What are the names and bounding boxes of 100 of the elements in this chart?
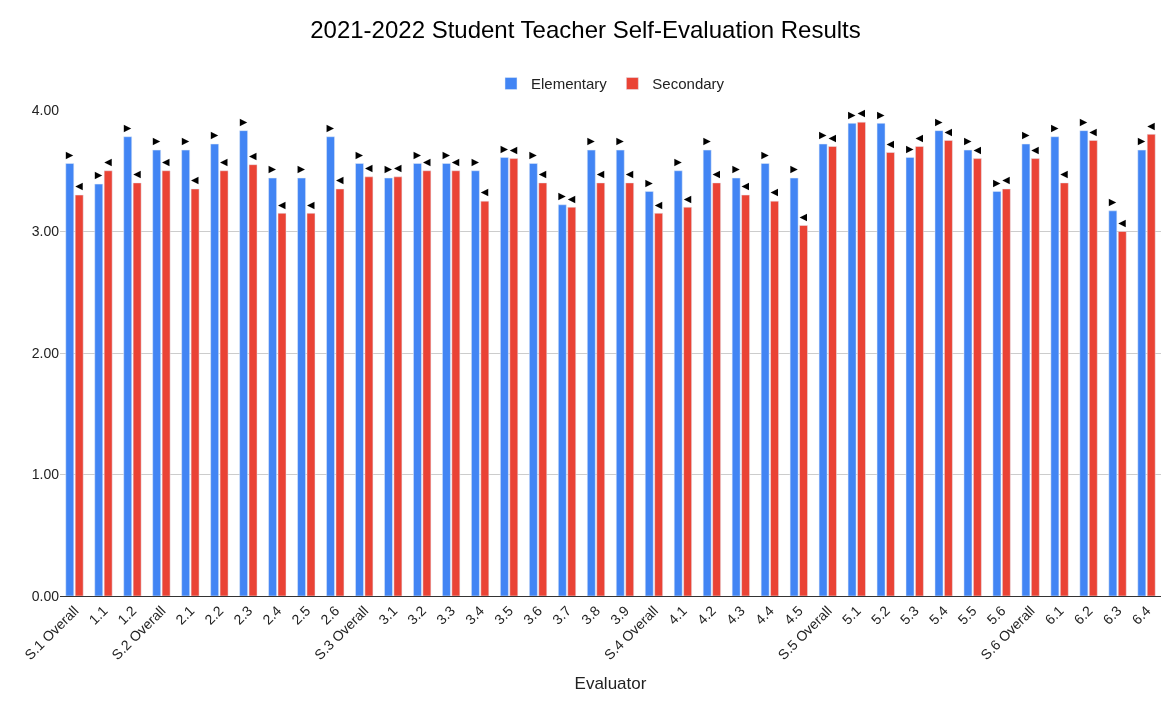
data-label: ▶ bbox=[94, 169, 103, 181]
data-label: ◀ bbox=[799, 210, 808, 222]
data-label: ▶ bbox=[152, 135, 161, 147]
data-label: ▶ bbox=[413, 148, 422, 160]
x-tick-label: 6.1 bbox=[1041, 602, 1067, 628]
data-label: ▶ bbox=[442, 148, 451, 160]
data-label: ◀ bbox=[683, 192, 692, 204]
data-label: ◀ bbox=[278, 198, 287, 210]
data-label: ◀ bbox=[162, 156, 171, 168]
x-tick-label: 5.4 bbox=[925, 602, 951, 628]
data-label: ▶ bbox=[906, 142, 915, 154]
data-label: ◀ bbox=[973, 143, 982, 155]
data-label: ◀ bbox=[451, 156, 460, 168]
data-label: ◀ bbox=[1118, 216, 1127, 228]
x-tick-label: 5.3 bbox=[896, 602, 922, 628]
data-label: ◀ bbox=[220, 156, 229, 168]
chart-title: 2021-2022 Student Teacher Self-Evaluation Results bbox=[310, 15, 861, 43]
data-label: ▶ bbox=[1050, 122, 1059, 134]
x-tick-label: 3.1 bbox=[375, 602, 401, 628]
x-tick-label: 4.3 bbox=[722, 602, 749, 628]
y-tick-label: 1.00 bbox=[31, 466, 60, 483]
data-label: ▶ bbox=[1108, 196, 1117, 208]
legend-label: Elementary bbox=[531, 75, 608, 93]
x-tick-label: 3.7 bbox=[549, 602, 575, 628]
x-tick-label: 3.8 bbox=[578, 602, 604, 628]
x-tick-label: 3.6 bbox=[520, 602, 546, 628]
x-tick-label: 4.4 bbox=[751, 602, 778, 628]
data-label: ◀ bbox=[886, 137, 895, 149]
legend-label: Secondary bbox=[652, 75, 725, 93]
data-label: ◀ bbox=[480, 186, 489, 198]
x-tick-label: 3.2 bbox=[404, 602, 430, 628]
x-tick-label: 6.4 bbox=[1128, 602, 1154, 628]
data-label: ▶ bbox=[877, 108, 886, 120]
y-tick-label: 3.00 bbox=[31, 223, 60, 240]
x-tick-label: 4.2 bbox=[693, 602, 720, 628]
y-tick-label: 0.00 bbox=[31, 587, 60, 604]
data-label: ◀ bbox=[191, 174, 200, 186]
data-label: ◀ bbox=[335, 174, 344, 186]
data-label: ◀ bbox=[75, 180, 84, 192]
data-label: ◀ bbox=[104, 156, 113, 168]
data-label: ◀ bbox=[509, 143, 518, 155]
data-label: ◀ bbox=[538, 168, 547, 180]
x-tick-label: 2.1 bbox=[172, 602, 198, 628]
data-label: ▶ bbox=[963, 135, 972, 147]
data-label: ◀ bbox=[393, 162, 402, 174]
data-label: ▶ bbox=[848, 108, 857, 120]
data-label: ◀ bbox=[1089, 125, 1098, 137]
data-label: ◀ bbox=[567, 192, 576, 204]
data-label: ◀ bbox=[306, 198, 315, 210]
data-label: ▶ bbox=[645, 176, 654, 188]
x-tick-label: 3.4 bbox=[462, 602, 488, 628]
data-label: ▶ bbox=[558, 190, 567, 202]
x-tick-label: 2.3 bbox=[230, 602, 256, 628]
data-label: ◀ bbox=[828, 131, 837, 143]
x-tick-label: 2.4 bbox=[259, 602, 285, 628]
x-tick-label: 5.2 bbox=[867, 602, 893, 628]
data-label: ◀ bbox=[1147, 119, 1156, 131]
data-label: ◀ bbox=[1060, 168, 1069, 180]
y-tick-label: 4.00 bbox=[31, 101, 60, 118]
data-label: ◀ bbox=[1002, 174, 1011, 186]
data-label: ▶ bbox=[790, 163, 799, 175]
x-axis-title: Evaluator bbox=[574, 674, 647, 694]
x-tick-label: 2.2 bbox=[201, 602, 227, 628]
data-label: ▶ bbox=[123, 122, 132, 134]
data-label: ▶ bbox=[297, 163, 306, 175]
data-label: ▶ bbox=[210, 129, 219, 141]
data-label: ◀ bbox=[422, 156, 431, 168]
data-label: ▶ bbox=[529, 148, 538, 160]
data-label: ▶ bbox=[616, 135, 625, 147]
data-label: ▶ bbox=[500, 142, 509, 154]
data-label: ▶ bbox=[703, 135, 712, 147]
data-label: ◀ bbox=[712, 168, 721, 180]
data-label: ▶ bbox=[992, 176, 1001, 188]
data-label: ▶ bbox=[181, 135, 190, 147]
x-tick-label: 1.1 bbox=[85, 602, 111, 628]
data-label: ▶ bbox=[384, 163, 393, 175]
data-label: ▶ bbox=[65, 148, 74, 160]
data-label: ▶ bbox=[1021, 129, 1030, 141]
data-label: ▶ bbox=[732, 163, 741, 175]
x-tick-label: 3.5 bbox=[491, 602, 517, 628]
data-label: ▶ bbox=[355, 148, 364, 160]
data-label: ◀ bbox=[364, 162, 373, 174]
data-label: ◀ bbox=[944, 125, 953, 137]
data-label: ▶ bbox=[1137, 135, 1146, 147]
data-label: ▶ bbox=[587, 135, 596, 147]
x-tick-label: 6.2 bbox=[1070, 602, 1096, 628]
x-tick-label: 4.1 bbox=[664, 602, 691, 628]
data-label: ◀ bbox=[654, 198, 663, 210]
data-label: ▶ bbox=[761, 148, 770, 160]
data-label: ▶ bbox=[935, 115, 943, 127]
data-label: ◀ bbox=[596, 168, 605, 180]
data-label: ◀ bbox=[857, 107, 866, 119]
x-tick-label: 2.5 bbox=[288, 602, 314, 628]
data-label: ◀ bbox=[770, 186, 779, 198]
data-label: ◀ bbox=[249, 150, 258, 162]
data-label: ▶ bbox=[819, 129, 828, 141]
data-label: ◀ bbox=[915, 131, 924, 143]
data-label: ▶ bbox=[326, 122, 335, 134]
y-tick-label: 2.00 bbox=[31, 344, 60, 361]
data-label: ▶ bbox=[268, 163, 277, 175]
